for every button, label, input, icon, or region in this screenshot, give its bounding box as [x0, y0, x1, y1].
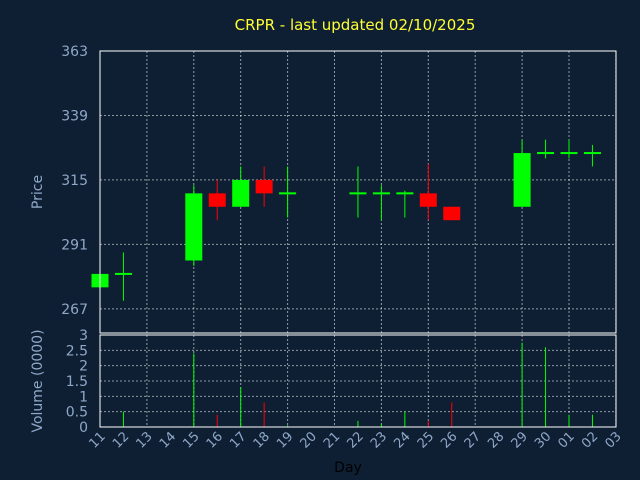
candle-body — [443, 206, 461, 221]
x-axis-label: Day — [334, 460, 362, 476]
x-tick-label: 21 — [321, 429, 343, 451]
candle-body — [419, 193, 437, 207]
price-panel: 267 291 315 339 363 — [61, 44, 617, 333]
x-tick-label: 11 — [87, 429, 109, 451]
candle-body — [396, 192, 414, 195]
price-tick-label: 315 — [61, 173, 88, 189]
x-tick-label: 28 — [485, 429, 507, 451]
price-tick-label: 339 — [61, 108, 88, 124]
candle-body — [513, 153, 531, 207]
x-tick-label: 30 — [532, 429, 554, 451]
candle-body — [208, 193, 226, 207]
x-tick-label: 26 — [438, 429, 460, 451]
x-tick-label: 16 — [204, 429, 226, 451]
x-tick-label: 27 — [462, 429, 484, 451]
x-tick-label: 01 — [556, 429, 578, 451]
candle-body — [583, 152, 601, 155]
x-tick-label: 18 — [251, 429, 273, 451]
x-tick-label: 15 — [180, 429, 202, 451]
x-tick-label: 03 — [602, 429, 624, 451]
candle-body — [185, 193, 203, 261]
price-tick-label: 291 — [61, 237, 88, 253]
x-tick-label: 12 — [110, 429, 132, 451]
volume-tick-label: 1 — [79, 389, 88, 405]
volume-tick-label: 0.5 — [66, 405, 88, 421]
volume-tick-label: 2.5 — [66, 343, 88, 359]
candle-body — [537, 152, 555, 155]
candle-body — [372, 192, 390, 195]
volume-tick-label: 3 — [79, 328, 88, 344]
volume-tick-label: 2 — [79, 359, 88, 375]
price-tick-label: 363 — [61, 44, 88, 60]
volume-panel: 00.511.522.53 — [66, 328, 617, 436]
candle-body — [114, 272, 132, 275]
x-tick-labels: 11 12 13 14 15 16 17 18 19 20 21 22 23 24 25 26 27 28 29 30… — [87, 429, 625, 451]
candle-body — [349, 192, 367, 195]
volume-tick-label: 1.5 — [66, 374, 88, 390]
x-tick-label: 20 — [298, 429, 320, 451]
price-plot-frame — [99, 50, 617, 334]
volume-plot-frame — [99, 334, 617, 428]
x-tick-label: 19 — [274, 429, 296, 451]
x-tick-label: 17 — [227, 429, 249, 451]
x-tick-label: 29 — [509, 429, 531, 451]
price-axis-label: Price — [30, 175, 46, 209]
candle-body — [560, 152, 578, 155]
x-tick-label: 22 — [344, 429, 366, 451]
price-tick-label: 267 — [61, 302, 88, 318]
chart-title: CRPR - last updated 02/10/2025 — [235, 16, 476, 34]
candle-body — [232, 179, 250, 207]
volume-tick-label: 0 — [79, 420, 88, 436]
x-tick-label: 23 — [368, 429, 390, 451]
candle-body — [279, 192, 297, 195]
candle-body — [255, 179, 273, 194]
x-tick-label: 02 — [579, 429, 601, 451]
volume-axis-label: Volume (0000) — [30, 329, 46, 432]
x-tick-label: 14 — [157, 429, 179, 451]
x-tick-label: 25 — [415, 429, 437, 451]
x-tick-label: 13 — [133, 429, 155, 451]
x-tick-label: 24 — [391, 429, 413, 451]
